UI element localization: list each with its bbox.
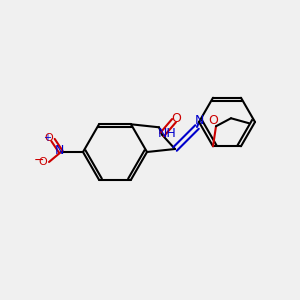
Text: N: N [54,143,64,157]
Text: O: O [39,157,47,167]
Text: −: − [34,154,44,166]
Text: +: + [43,133,51,143]
Text: O: O [45,133,53,143]
Text: N: N [194,115,204,128]
Text: O: O [171,112,181,125]
Text: O: O [208,114,218,127]
Text: NH: NH [158,127,176,140]
